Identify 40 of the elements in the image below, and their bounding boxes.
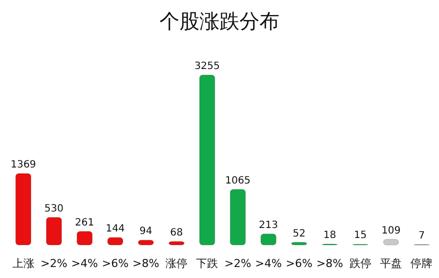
- data-label: 3255: [194, 61, 220, 72]
- x-tick-label: >2%: [40, 257, 68, 270]
- chart-title: 个股涨跌分布: [160, 9, 280, 33]
- bar: [107, 237, 124, 246]
- data-label: 1065: [225, 175, 251, 186]
- bar: [138, 240, 154, 246]
- x-tick-label: >8%: [132, 257, 160, 270]
- data-label: 109: [381, 225, 401, 236]
- x-tick-label: >4%: [71, 257, 98, 270]
- x-tick-label: 下跌: [196, 257, 218, 270]
- x-tick-label: >4%: [255, 257, 282, 270]
- bar: [260, 234, 276, 246]
- data-label: 213: [258, 220, 278, 231]
- data-label: 261: [75, 217, 94, 228]
- bar: [199, 74, 216, 246]
- bar: [291, 242, 308, 246]
- data-label: 1369: [10, 160, 36, 170]
- data-label: 52: [292, 228, 306, 240]
- x-tick-label: 涨停: [166, 257, 188, 270]
- data-label: 530: [44, 203, 64, 214]
- bar: [383, 239, 399, 246]
- data-label: 68: [170, 227, 183, 238]
- x-tick-label: 停牌: [410, 257, 433, 270]
- x-tick-label: 跌停: [349, 257, 372, 270]
- bar: [15, 173, 32, 246]
- data-label: 15: [354, 230, 367, 242]
- x-tick-label: >8%: [316, 257, 344, 270]
- bar: [168, 241, 184, 246]
- x-tick-label: >6%: [286, 257, 312, 270]
- x-tick-label: >6%: [102, 257, 129, 270]
- data-label: 94: [140, 226, 152, 238]
- data-label: 18: [323, 230, 336, 242]
- data-label: 7: [418, 230, 425, 242]
- x-tick-label: 平盘: [380, 257, 402, 270]
- x-tick-label: >2%: [224, 257, 252, 270]
- bar: [46, 217, 62, 246]
- data-label: 144: [106, 223, 125, 234]
- x-tick-label: 上涨: [12, 257, 34, 270]
- bar: [230, 189, 246, 246]
- bar: [76, 231, 93, 246]
